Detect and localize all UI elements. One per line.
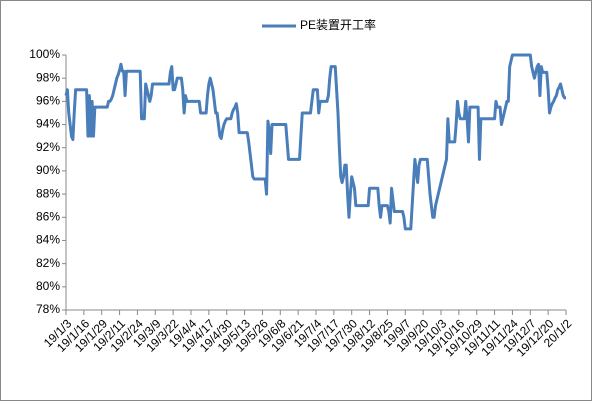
y-tick-label: 94% (36, 117, 60, 131)
y-tick-label: 90% (36, 163, 60, 177)
y-tick-label: 78% (36, 302, 60, 316)
y-tick-label: 82% (36, 256, 60, 270)
y-tick-label: 92% (36, 140, 60, 154)
y-tick-label: 96% (36, 94, 60, 108)
y-tick-label: 98% (36, 70, 60, 84)
legend-label: PE装置开工率 (300, 17, 376, 32)
y-tick-label: 100% (29, 47, 60, 61)
series-line (64, 53, 567, 231)
y-tick-label: 80% (36, 279, 60, 293)
y-tick-label: 84% (36, 233, 60, 247)
y-tick-label: 88% (36, 186, 60, 200)
y-tick-label: 86% (36, 209, 60, 223)
